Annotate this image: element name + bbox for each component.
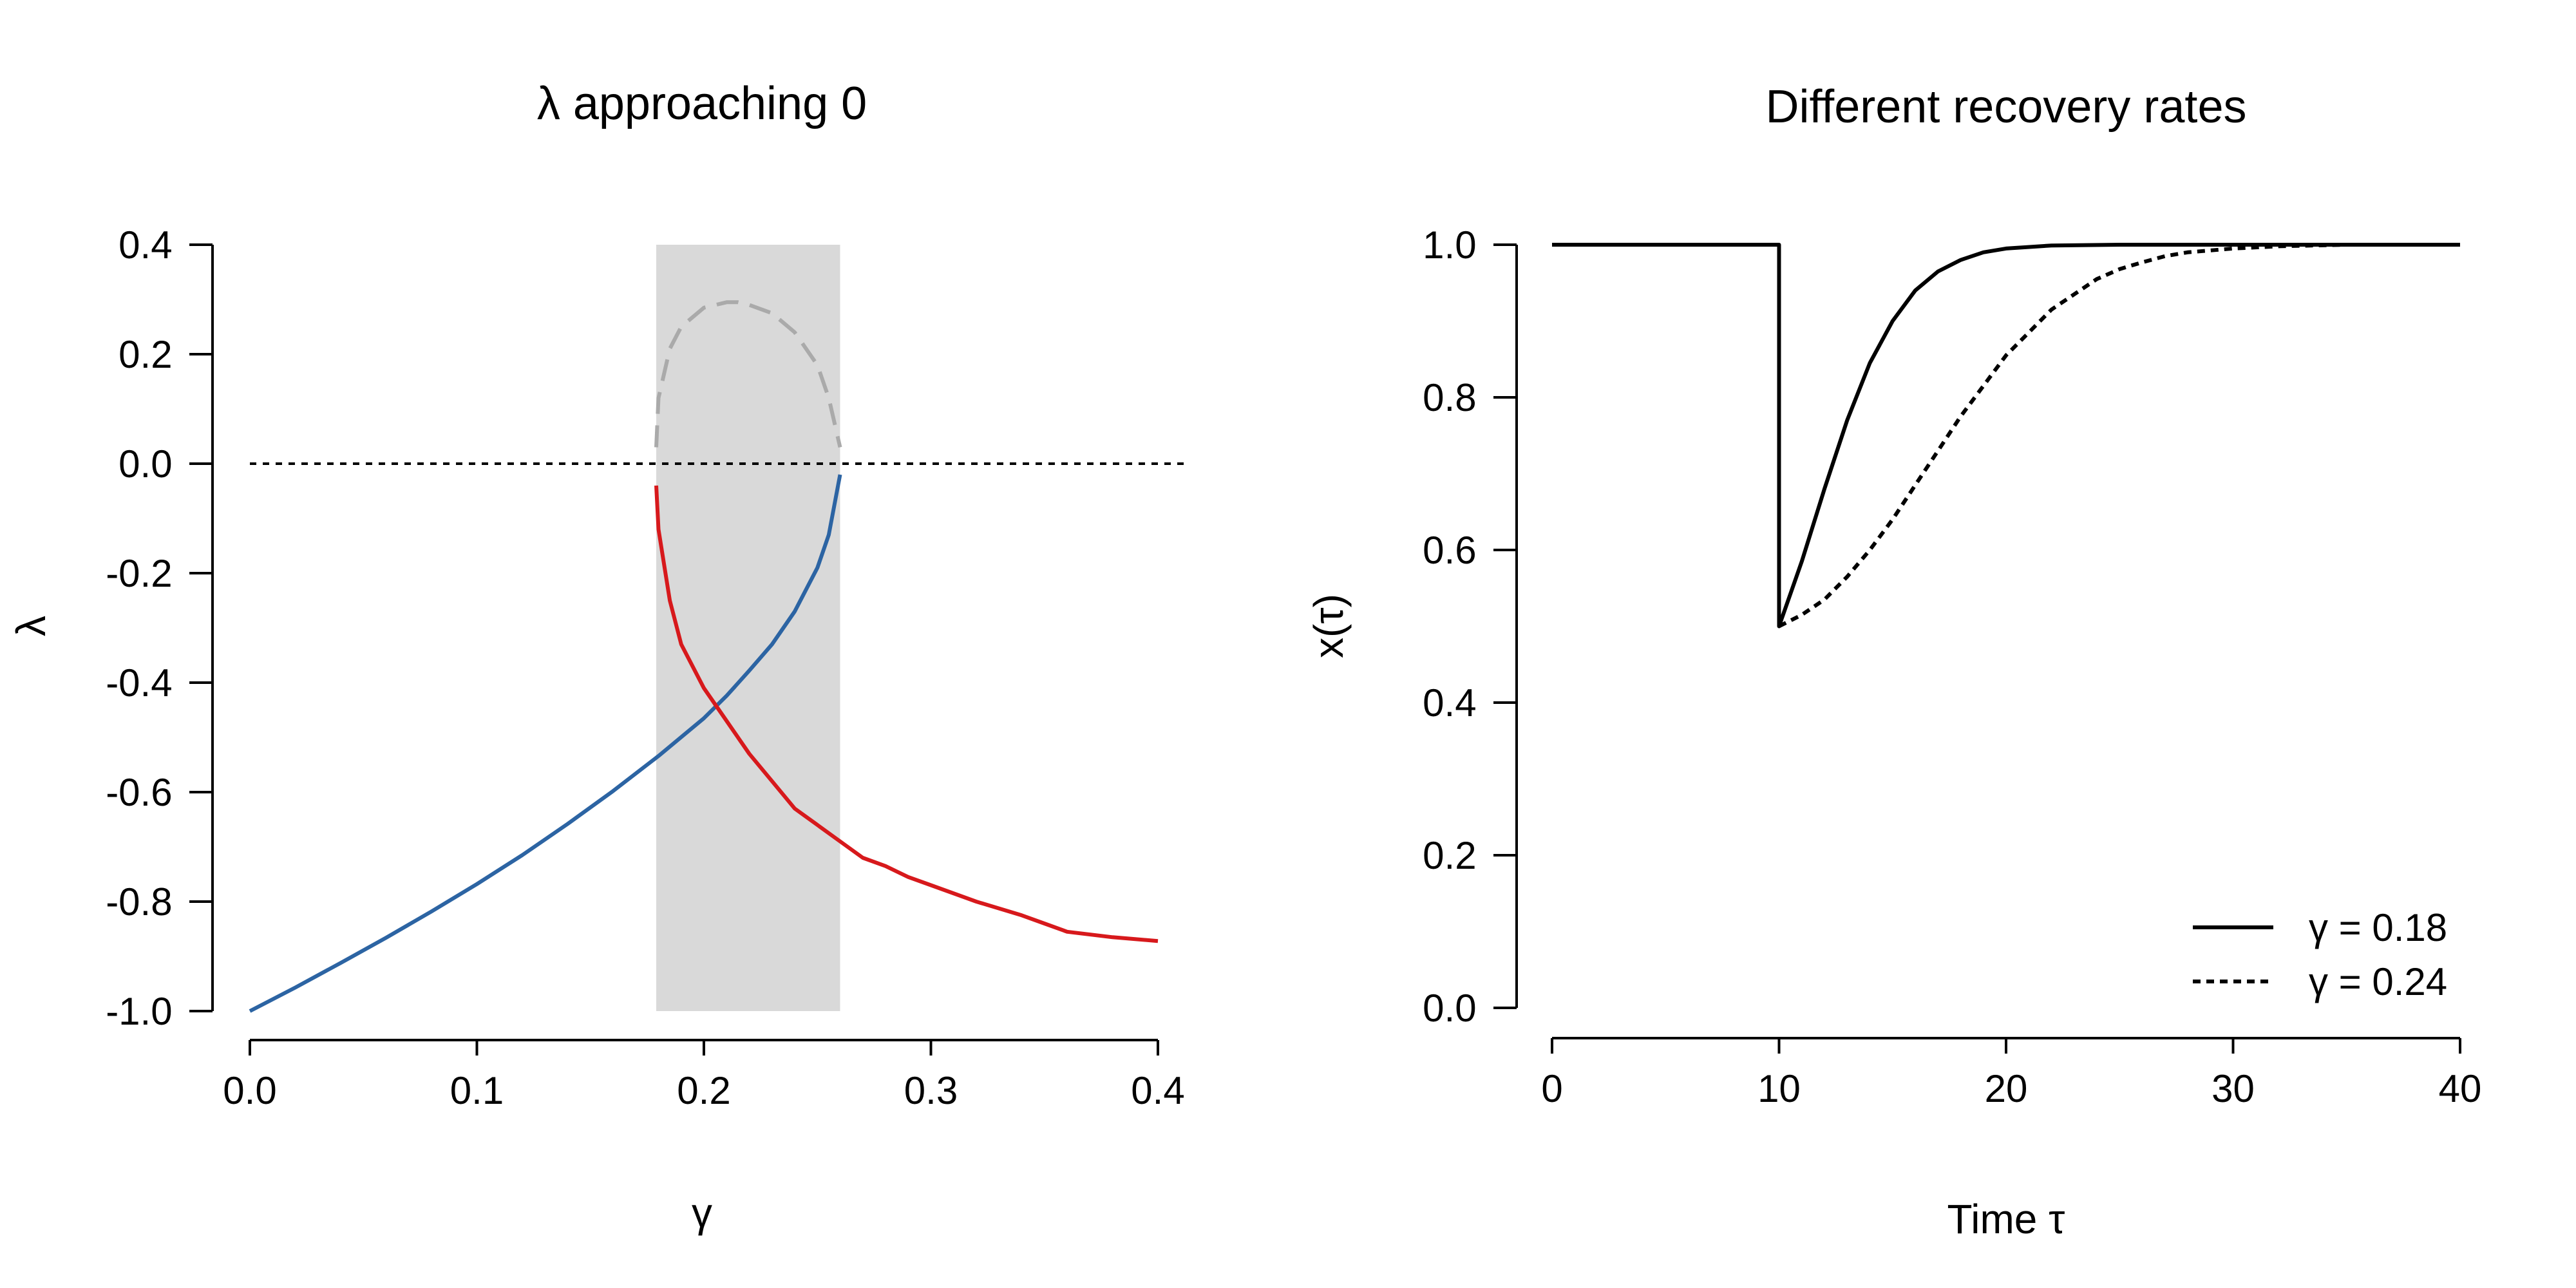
series-line-1 — [1552, 243, 2460, 629]
series-line-2 — [1552, 243, 2460, 629]
y-axis-label: x(τ) — [1305, 594, 1352, 658]
series-line-1 — [249, 474, 842, 1013]
x-tick-label: 10 — [1757, 1067, 1801, 1110]
chart-title: Different recovery rates — [1766, 81, 2247, 133]
series-line-3 — [654, 300, 842, 448]
y-tick-label: 0.0 — [118, 442, 172, 486]
y-tick-label: -1.0 — [106, 990, 172, 1033]
legend-label: γ = 0.24 — [2309, 960, 2447, 1003]
y-tick-label: -0.2 — [106, 552, 172, 595]
x-tick-label: 0.0 — [223, 1069, 276, 1112]
y-tick-label: 0.8 — [1423, 376, 1476, 419]
x-tick-label: 30 — [2211, 1067, 2255, 1110]
panel-lambda-approaching-zero: λ approaching 0 γ λ 0.0 0.1 0.2 0.3 0.4 -1.0 -… — [8, 78, 1190, 1236]
x-tick-label: 0.4 — [1131, 1069, 1184, 1112]
plot-area: 0 10 20 30 400.00.20.40.60.81.0γ = 0.18γ = 0… — [1423, 223, 2481, 1110]
chart-title: λ approaching 0 — [537, 78, 867, 129]
y-tick-label: 1.0 — [1423, 223, 1476, 267]
legend: γ = 0.18 γ = 0.24 — [2193, 906, 2447, 1003]
y-tick-label: 0.6 — [1423, 529, 1476, 572]
y-tick-label: 0.4 — [1423, 681, 1476, 724]
y-tick-label: 0.4 — [118, 223, 172, 267]
x-axis-label: γ — [692, 1189, 712, 1236]
shaded-region — [656, 245, 840, 1011]
x-tick-label: 20 — [1985, 1067, 2028, 1110]
y-axis-label: λ — [8, 616, 54, 636]
x-tick-label: 0.1 — [450, 1069, 504, 1112]
x-tick-label: 0.2 — [677, 1069, 730, 1112]
y-tick-label: -0.4 — [106, 661, 172, 705]
x-tick-label: 0 — [1541, 1067, 1562, 1110]
series-line-2 — [654, 485, 1159, 943]
y-tick-label: 0.2 — [118, 333, 172, 376]
y-tick-label: 0.2 — [1423, 834, 1476, 877]
panel-different-recovery-rates: Different recovery rates Time τ x(τ) 0 10… — [1305, 81, 2481, 1242]
y-tick-label: -0.6 — [106, 771, 172, 814]
y-tick-label: -0.8 — [106, 880, 172, 923]
x-tick-label: 0.3 — [904, 1069, 958, 1112]
legend-label: γ = 0.18 — [2309, 906, 2447, 949]
y-tick-label: 0.0 — [1423, 987, 1476, 1030]
plot-area: 0.0 0.1 0.2 0.3 0.4 -1.0 -0.8 -0.6 -0.4 -0.2 0.0 0.… — [106, 223, 1190, 1112]
x-axis-label: Time τ — [1947, 1196, 2065, 1242]
x-tick-label: 40 — [2439, 1067, 2482, 1110]
